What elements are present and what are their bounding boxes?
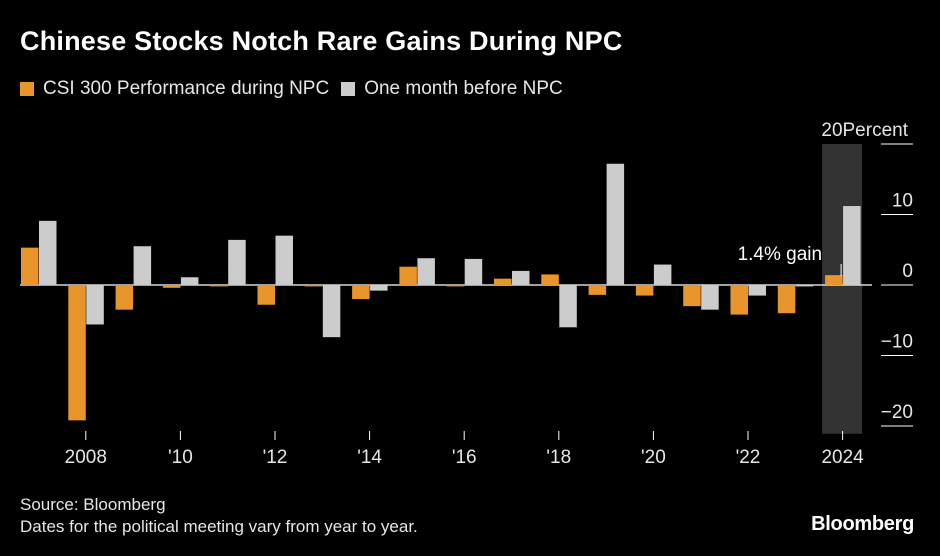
source-note: Source: Bloomberg Dates for the politica… <box>20 494 418 538</box>
bar-csi300-2008 <box>68 285 86 421</box>
bar-month-before-2024 <box>843 206 861 285</box>
y-tick-label: 20Percent <box>821 120 908 141</box>
x-tick-label: '12 <box>263 447 288 468</box>
legend-item-csi300: CSI 300 Performance during NPC <box>20 78 329 100</box>
bar-csi300-2022 <box>730 285 748 315</box>
annotation-label: 1.4% gain <box>738 244 823 265</box>
bar-csi300-2021 <box>683 285 701 307</box>
bar-month-before-2022 <box>748 285 766 296</box>
bar-csi300-2023 <box>777 285 796 314</box>
source-line: Source: Bloomberg <box>20 495 166 514</box>
y-tick-label: −10 <box>881 332 913 353</box>
legend-label-csi300: CSI 300 Performance during NPC <box>43 78 330 99</box>
highlight-band-2024 <box>822 144 863 434</box>
x-tick-label: 2008 <box>65 447 107 468</box>
bar-month-before-2020 <box>653 264 672 285</box>
bar-month-before-2008 <box>86 285 104 325</box>
bar-csi300-2014 <box>352 285 370 300</box>
legend: CSI 300 Performance during NPC One month… <box>20 78 575 100</box>
bar-csi300-2007 <box>21 247 39 285</box>
bar-month-before-2015 <box>417 258 435 285</box>
bar-csi300-2019 <box>588 285 607 295</box>
bar-csi300-2013 <box>304 285 323 287</box>
bar-month-before-2013 <box>322 285 341 338</box>
bar-csi300-2017 <box>494 278 512 285</box>
legend-swatch-orange <box>20 82 34 96</box>
x-tick-label: '16 <box>452 447 477 468</box>
bar-month-before-2023 <box>795 285 814 287</box>
bar-month-before-2007 <box>39 220 57 285</box>
bar-month-before-2017 <box>512 270 530 285</box>
bar-month-before-2021 <box>701 285 719 310</box>
bar-csi300-2012 <box>257 285 275 305</box>
bar-chart: 20Percent 10 0 −10 −20 2008 '10 '12 '14 '16 '18 '20… <box>20 120 913 468</box>
x-tick-label: '14 <box>357 447 382 468</box>
x-tick-label: '20 <box>641 447 666 468</box>
bloomberg-logo: Bloomberg <box>811 513 914 535</box>
bar-month-before-2014 <box>370 285 388 291</box>
bar-month-before-2016 <box>464 258 483 285</box>
footnote-line: Dates for the political meeting vary fro… <box>20 517 418 536</box>
bar-csi300-2010 <box>162 285 181 288</box>
bar-csi300-2011 <box>210 285 228 287</box>
x-tick-label: '22 <box>736 447 761 468</box>
x-tick-label: '10 <box>168 447 193 468</box>
y-tick-label: −20 <box>881 402 913 423</box>
y-tick-label: 0 <box>902 261 913 282</box>
bar-csi300-2024 <box>825 275 843 285</box>
legend-item-month-before: One month before NPC <box>341 78 563 100</box>
bar-month-before-2012 <box>275 235 293 285</box>
bar-csi300-2018 <box>541 274 559 285</box>
legend-swatch-gray <box>341 82 356 96</box>
legend-label-month-before: One month before NPC <box>364 78 563 99</box>
bar-month-before-2010 <box>180 277 199 285</box>
bar-csi300-2020 <box>635 285 654 296</box>
x-tick-label: 2024 <box>821 447 864 468</box>
bar-month-before-2019 <box>606 163 625 285</box>
bar-month-before-2011 <box>228 239 246 285</box>
y-tick-label: 10 <box>892 191 913 212</box>
x-tick-label: '18 <box>546 447 571 468</box>
bar-month-before-2009 <box>133 246 152 285</box>
bar-csi300-2016 <box>446 285 465 287</box>
chart-title: Chinese Stocks Notch Rare Gains During N… <box>20 26 623 56</box>
bar-csi300-2015 <box>399 266 417 285</box>
bar-csi300-2009 <box>115 285 134 310</box>
bar-month-before-2018 <box>559 285 577 328</box>
